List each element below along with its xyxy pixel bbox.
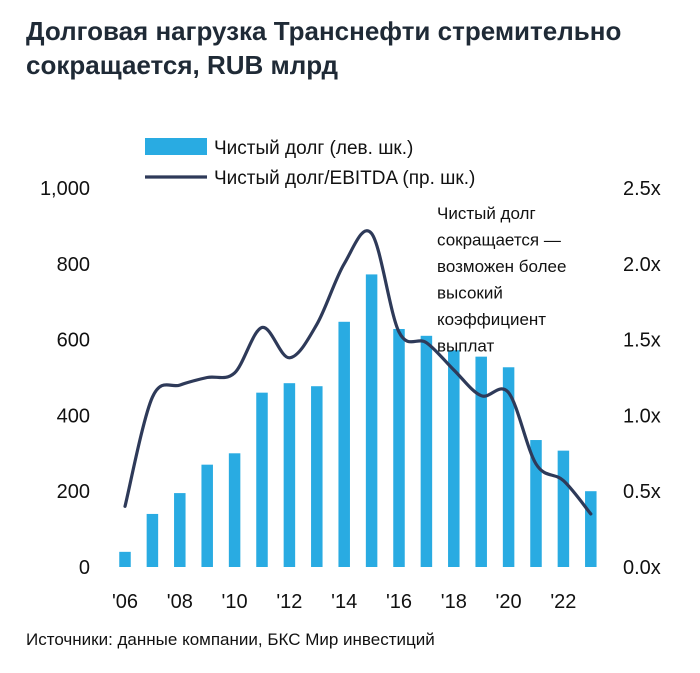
bar-2017 bbox=[420, 335, 433, 567]
annotation-line: коэффициент bbox=[437, 310, 546, 329]
source-note: Источники: данные компании, БКС Мир инве… bbox=[26, 630, 435, 649]
line-layer bbox=[123, 229, 593, 516]
left-tick-label: 400 bbox=[57, 405, 90, 427]
legend-label-bar: Чистый долг (лев. шк.) bbox=[214, 138, 413, 159]
right-axis: 0.0x 0.5x 1.0x 1.5x 2.0x 2.5x bbox=[623, 178, 661, 579]
bars-layer bbox=[119, 274, 597, 567]
debt-ebitda-line bbox=[123, 229, 593, 516]
bar-2022 bbox=[557, 450, 570, 567]
left-tick-label: 600 bbox=[57, 330, 90, 352]
x-tick-label: '18 bbox=[441, 591, 467, 613]
right-tick-label: 1.0x bbox=[623, 405, 661, 427]
x-tick-label: '12 bbox=[276, 591, 302, 613]
bar-2011 bbox=[256, 392, 268, 567]
bar-2006 bbox=[119, 551, 131, 567]
right-tick-label: 0.0x bbox=[623, 557, 661, 579]
legend-swatch-bar bbox=[145, 138, 207, 155]
right-tick-label: 0.5x bbox=[623, 481, 661, 503]
x-tick-label: '20 bbox=[496, 591, 522, 613]
right-tick-label: 1.5x bbox=[623, 330, 661, 352]
chart-title: Долговая нагрузка Транснефти стремительн… bbox=[26, 16, 622, 80]
legend-label-line: Чистый долг/EBITDA (пр. шк.) bbox=[214, 168, 475, 189]
annotation-line: выплат bbox=[437, 337, 494, 356]
bar-2007 bbox=[146, 513, 159, 567]
left-tick-label: 200 bbox=[57, 481, 90, 503]
x-tick-label: '16 bbox=[386, 591, 412, 613]
bar-2020 bbox=[502, 367, 515, 567]
annotation-line: сокращается — bbox=[437, 231, 561, 250]
bar-2010 bbox=[228, 453, 241, 567]
x-tick-label: '08 bbox=[167, 591, 193, 613]
x-axis: '06 '08 '10 '12 '14 '16 '18 '20 '22 bbox=[112, 591, 576, 613]
x-tick-label: '14 bbox=[331, 591, 357, 613]
bar-2012 bbox=[283, 383, 296, 567]
legend: Чистый долг (лев. шк.) Чистый долг/EBITDA… bbox=[145, 138, 475, 189]
bar-2019 bbox=[475, 356, 487, 567]
right-tick-label: 2.0x bbox=[623, 254, 661, 276]
x-tick-label: '10 bbox=[222, 591, 248, 613]
annotation-text: Чистый долг сокращается — возможен более вы… bbox=[437, 204, 566, 356]
bar-2021 bbox=[530, 440, 542, 567]
bar-2008 bbox=[174, 493, 186, 567]
x-tick-label: '06 bbox=[112, 591, 138, 613]
annotation-line: высокий bbox=[437, 284, 503, 303]
left-tick-label: 0 bbox=[79, 557, 90, 579]
left-tick-label: 1,000 bbox=[40, 178, 90, 200]
annotation: Чистый долг сокращается — возможен более вы… bbox=[437, 204, 566, 356]
bar-2016 bbox=[393, 328, 405, 567]
annotation-line: Чистый долг bbox=[437, 204, 536, 223]
bar-2015 bbox=[365, 274, 378, 567]
bar-2013 bbox=[311, 386, 323, 567]
left-tick-label: 800 bbox=[57, 254, 90, 276]
x-tick-label: '22 bbox=[550, 591, 576, 613]
bar-2023 bbox=[585, 491, 597, 567]
bar-2018 bbox=[448, 350, 460, 567]
bar-2009 bbox=[201, 464, 213, 567]
bar-2014 bbox=[338, 321, 350, 567]
left-axis: 0 200 400 600 800 1,000 bbox=[40, 178, 90, 579]
annotation-line: возможен более bbox=[437, 257, 566, 276]
right-tick-label: 2.5x bbox=[623, 178, 661, 200]
